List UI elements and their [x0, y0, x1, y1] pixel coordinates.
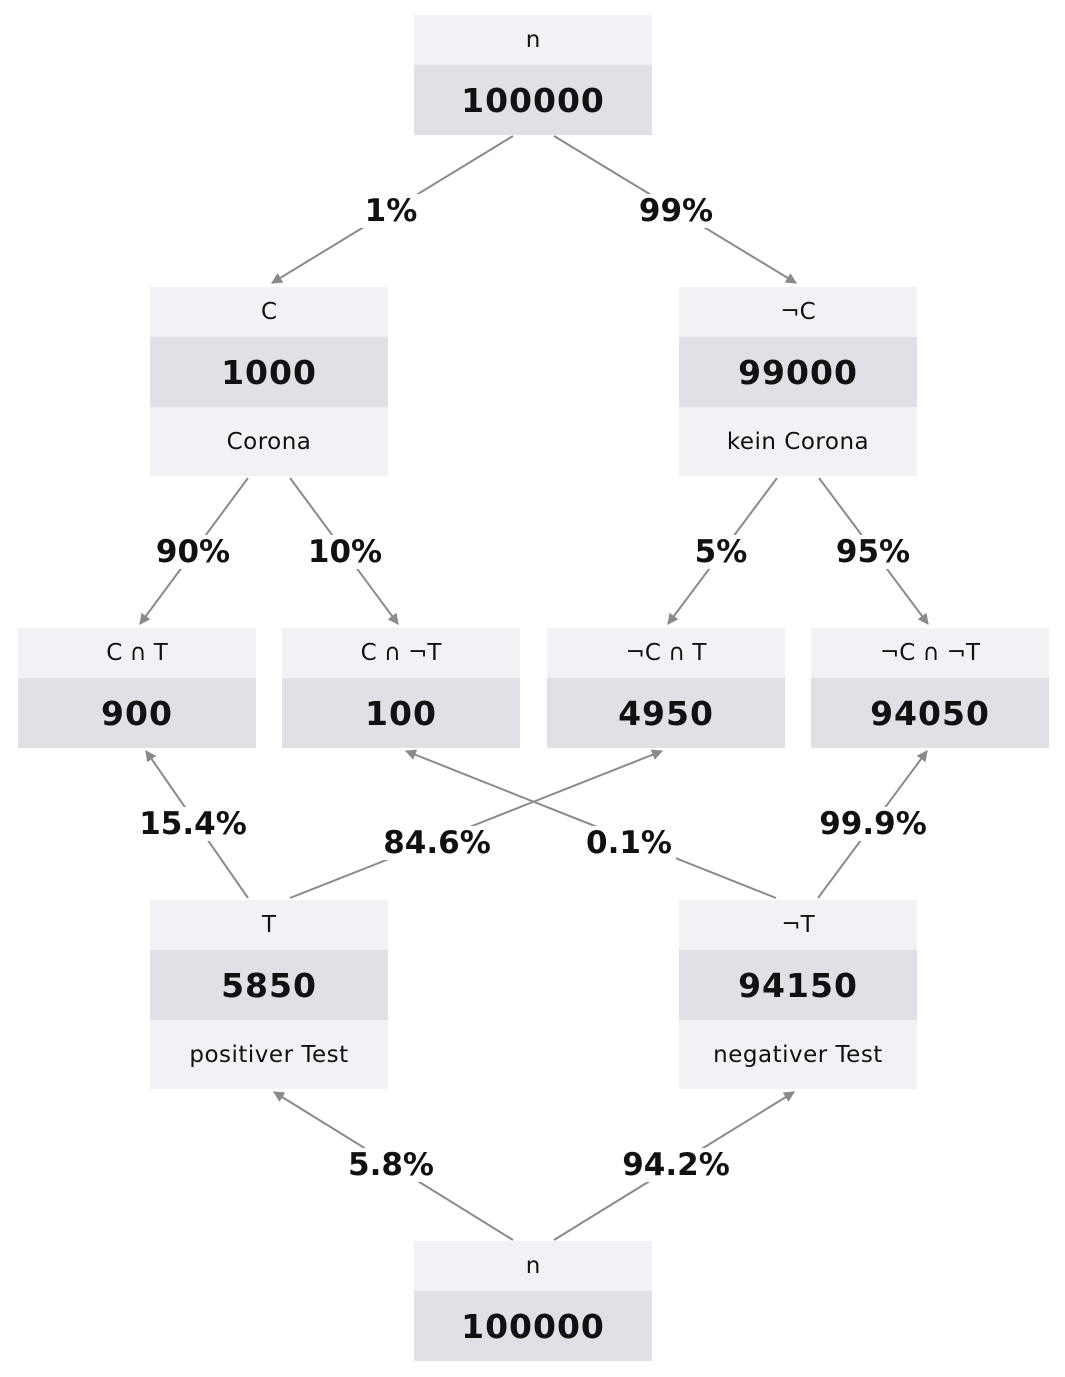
node-value: 900: [18, 678, 256, 748]
edge-label-nc-nct: 5%: [690, 535, 752, 569]
node-value: 100000: [414, 65, 652, 135]
edge-label-t-nct: 84.6%: [379, 826, 495, 860]
edge-label-nt-ncnt: 99.9%: [815, 807, 931, 841]
node-label: n: [414, 15, 652, 65]
node-value: 100: [282, 678, 520, 748]
edge-label-t-ct: 15.4%: [135, 807, 251, 841]
node-c-and-t: C ∩ T 900: [18, 628, 256, 748]
node-not-t: ¬T 94150 negativer Test: [679, 900, 917, 1089]
node-n-top: n 100000: [414, 15, 652, 135]
node-value: 94050: [811, 678, 1049, 748]
edge-label-n-nt: 94.2%: [618, 1148, 734, 1182]
edge-nt-cnt: [404, 749, 777, 899]
node-caption: kein Corona: [679, 407, 917, 476]
node-label: C: [150, 287, 388, 337]
node-label: n: [414, 1241, 652, 1291]
edge-t-nct: [289, 749, 664, 899]
node-caption: negativer Test: [679, 1020, 917, 1089]
edge-label-n-c: 1%: [360, 194, 422, 228]
node-c: C 1000 Corona: [150, 287, 388, 476]
node-not-c-and-t: ¬C ∩ T 4950: [547, 628, 785, 748]
node-value: 4950: [547, 678, 785, 748]
node-c-and-not-t: C ∩ ¬T 100: [282, 628, 520, 748]
edge-label-nc-ncnt: 95%: [831, 535, 915, 569]
node-value: 100000: [414, 1291, 652, 1361]
node-value: 99000: [679, 337, 917, 407]
node-label: C ∩ ¬T: [282, 628, 520, 678]
node-label: ¬T: [679, 900, 917, 950]
node-value: 1000: [150, 337, 388, 407]
node-not-c: ¬C 99000 kein Corona: [679, 287, 917, 476]
node-label: ¬C ∩ ¬T: [811, 628, 1049, 678]
edge-label-n-notc: 99%: [634, 194, 718, 228]
node-t: T 5850 positiver Test: [150, 900, 388, 1089]
node-n-bottom: n 100000: [414, 1241, 652, 1361]
node-label: ¬C ∩ T: [547, 628, 785, 678]
node-caption: Corona: [150, 407, 388, 476]
node-label: ¬C: [679, 287, 917, 337]
node-label: T: [150, 900, 388, 950]
node-not-c-and-not-t: ¬C ∩ ¬T 94050: [811, 628, 1049, 748]
edge-label-c-ct: 90%: [151, 535, 235, 569]
node-caption: positiver Test: [150, 1020, 388, 1089]
edge-label-c-cnt: 10%: [303, 535, 387, 569]
edge-label-n-t: 5.8%: [344, 1148, 438, 1182]
node-value: 94150: [679, 950, 917, 1020]
edge-label-nt-cnt: 0.1%: [582, 826, 676, 860]
node-label: C ∩ T: [18, 628, 256, 678]
node-value: 5850: [150, 950, 388, 1020]
